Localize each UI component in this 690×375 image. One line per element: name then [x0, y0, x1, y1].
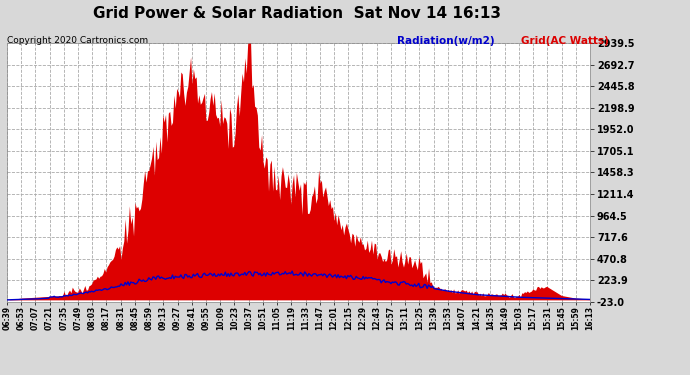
Text: Grid(AC Watts): Grid(AC Watts) [521, 36, 609, 46]
Text: Grid Power & Solar Radiation  Sat Nov 14 16:13: Grid Power & Solar Radiation Sat Nov 14 … [92, 6, 501, 21]
Text: Copyright 2020 Cartronics.com: Copyright 2020 Cartronics.com [7, 36, 148, 45]
Text: Radiation(w/m2): Radiation(w/m2) [397, 36, 494, 46]
